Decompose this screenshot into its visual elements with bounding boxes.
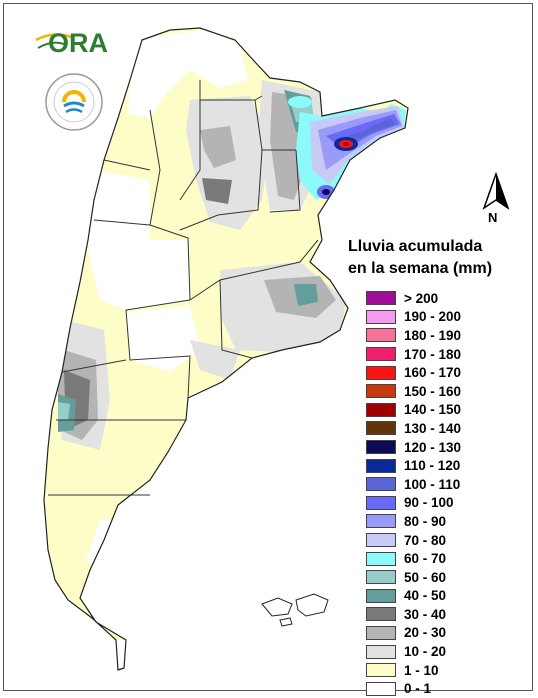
legend-label: 110 - 120 — [404, 458, 461, 474]
legend-swatch — [366, 347, 396, 362]
legend-swatch — [366, 681, 396, 696]
legend-swatch — [366, 495, 396, 510]
north-arrow-icon — [482, 171, 510, 210]
legend-item: 60 - 70 — [366, 549, 461, 568]
legend-item: 90 - 100 — [366, 494, 461, 513]
legend-list: > 200 190 - 200 180 - 190 170 - 180 160 - 17… — [366, 289, 461, 698]
legend-swatch — [366, 514, 396, 529]
province-borders — [48, 80, 319, 496]
legend-item: 40 - 50 — [366, 587, 461, 606]
zone-60-70 — [288, 96, 312, 108]
legend-label: 50 - 60 — [404, 569, 447, 585]
legend-swatch — [366, 663, 396, 678]
zone-0-1 — [116, 640, 126, 668]
legend-item: 20 - 30 — [366, 624, 461, 643]
legend-swatch — [366, 588, 396, 603]
legend-swatch — [366, 551, 396, 566]
legend-swatch — [366, 440, 396, 455]
zone-40-50 — [294, 284, 318, 306]
legend-swatch — [366, 607, 396, 622]
legend-title: Lluvia acumulada en la semana (mm) — [348, 236, 492, 280]
zone-120-130 — [322, 189, 330, 195]
zone-30-40 — [202, 178, 232, 204]
legend-item: > 200 — [366, 289, 461, 308]
legend-label: 20 - 30 — [404, 625, 447, 641]
zone-50-60 — [58, 402, 70, 420]
legend-item: 150 - 160 — [366, 382, 461, 401]
legend-item: 100 - 110 — [366, 475, 461, 494]
legend-swatch — [366, 365, 396, 380]
legend-swatch — [366, 328, 396, 343]
legend-swatch — [366, 644, 396, 659]
legend-item: 80 - 90 — [366, 512, 461, 531]
legend-swatch — [366, 458, 396, 473]
legend-label: 190 - 200 — [404, 309, 462, 325]
legend-swatch — [366, 291, 396, 306]
legend-label: 70 - 80 — [404, 532, 447, 548]
legend-label: > 200 — [404, 290, 439, 306]
legend-item: 190 - 200 — [366, 308, 461, 327]
legend-item: 10 - 20 — [366, 642, 461, 661]
malvinas-islands — [261, 593, 329, 627]
legend-swatch — [366, 477, 396, 492]
legend-swatch — [366, 402, 396, 417]
legend-item: 160 - 170 — [366, 363, 461, 382]
legend-label: 160 - 170 — [404, 365, 462, 381]
legend-label: 180 - 190 — [404, 327, 462, 343]
legend-item: 30 - 40 — [366, 605, 461, 624]
zone-0-1 — [126, 306, 200, 372]
legend-swatch — [366, 309, 396, 324]
legend-swatch — [366, 421, 396, 436]
legend-swatch — [366, 533, 396, 548]
legend-label: 130 - 140 — [404, 420, 462, 436]
legend-item: 170 - 180 — [366, 345, 461, 364]
ora-logo — [35, 33, 75, 49]
legend-label: 60 - 70 — [404, 551, 447, 567]
legend-item: 50 - 60 — [366, 568, 461, 587]
zone-0-1 — [88, 170, 190, 310]
smn-seal — [45, 73, 103, 131]
map-frame — [3, 3, 533, 691]
legend-item: 110 - 120 — [366, 456, 461, 475]
legend-swatch — [366, 570, 396, 585]
legend-label: 1 - 10 — [404, 662, 439, 678]
legend-label: 80 - 90 — [404, 513, 447, 529]
legend-label: 140 - 150 — [404, 402, 462, 418]
ora-logo-text: ORA — [48, 28, 108, 58]
legend-item: 180 - 190 — [366, 326, 461, 345]
zone-140-150 — [343, 142, 349, 146]
legend-label: 120 - 130 — [404, 439, 462, 455]
legend-swatch — [366, 625, 396, 640]
legend-swatch — [366, 384, 396, 399]
legend-item: 140 - 150 — [366, 401, 461, 420]
legend-item: 120 - 130 — [366, 438, 461, 457]
legend-item: 70 - 80 — [366, 531, 461, 550]
legend-label: 90 - 100 — [404, 495, 454, 511]
rainfall-fields — [56, 30, 406, 668]
zone-10-20 — [190, 340, 240, 380]
legend-label: 40 - 50 — [404, 588, 447, 604]
legend-label: 100 - 110 — [404, 476, 461, 492]
legend-label: 0 - 1 — [404, 681, 432, 697]
legend-label: 150 - 160 — [404, 383, 462, 399]
legend-item: 0 - 1 — [366, 679, 461, 698]
zone-20-30 — [200, 126, 236, 168]
legend-title-line1: Lluvia acumulada — [348, 238, 483, 255]
legend-label: 30 - 40 — [404, 606, 447, 622]
zone-0-1 — [128, 30, 248, 118]
legend-item: 1 - 10 — [366, 661, 461, 680]
legend-title-line2: en la semana (mm) — [348, 260, 493, 277]
north-label: N — [488, 210, 498, 225]
legend-label: 170 - 180 — [404, 346, 462, 362]
legend-item: 130 - 140 — [366, 419, 461, 438]
legend-label: 10 - 20 — [404, 644, 447, 660]
